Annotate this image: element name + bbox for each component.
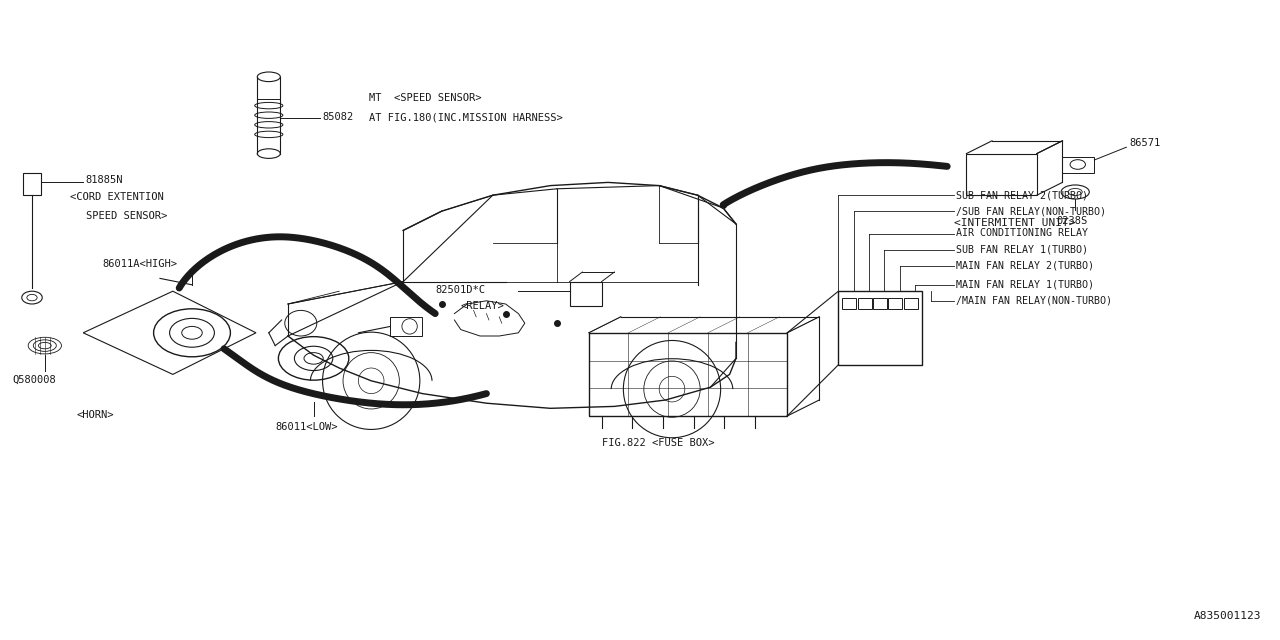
Text: 86571: 86571 [1129, 138, 1160, 148]
Text: SUB FAN RELAY 1(TURBO): SUB FAN RELAY 1(TURBO) [956, 244, 1088, 255]
Text: MAIN FAN RELAY 2(TURBO): MAIN FAN RELAY 2(TURBO) [956, 260, 1094, 271]
Text: 81885N: 81885N [86, 175, 123, 185]
Text: <INTERMITENT UNIT>: <INTERMITENT UNIT> [954, 218, 1075, 228]
Text: A835001123: A835001123 [1193, 611, 1261, 621]
Text: 86011<LOW>: 86011<LOW> [275, 422, 338, 433]
Text: FIG.822 <FUSE BOX>: FIG.822 <FUSE BOX> [602, 438, 714, 449]
Text: <CORD EXTENTION: <CORD EXTENTION [70, 192, 164, 202]
Text: 0238S: 0238S [1056, 216, 1087, 227]
Text: AT FIG.180(INC.MISSION HARNESS>: AT FIG.180(INC.MISSION HARNESS> [369, 112, 562, 122]
Text: Q580008: Q580008 [13, 374, 56, 385]
Text: 85082: 85082 [323, 112, 353, 122]
Text: MT  <SPEED SENSOR>: MT <SPEED SENSOR> [369, 93, 481, 103]
Text: AIR CONDITIONING RELAY: AIR CONDITIONING RELAY [956, 228, 1088, 239]
Text: /SUB FAN RELAY(NON-TURBO): /SUB FAN RELAY(NON-TURBO) [956, 206, 1106, 216]
Text: <HORN>: <HORN> [77, 410, 114, 420]
Text: 86011A<HIGH>: 86011A<HIGH> [102, 259, 178, 269]
Text: SUB FAN RELAY 2(TURBO): SUB FAN RELAY 2(TURBO) [956, 190, 1088, 200]
Text: /MAIN FAN RELAY(NON-TURBO): /MAIN FAN RELAY(NON-TURBO) [956, 296, 1112, 306]
Text: MAIN FAN RELAY 1(TURBO): MAIN FAN RELAY 1(TURBO) [956, 280, 1094, 290]
Text: SPEED SENSOR>: SPEED SENSOR> [86, 211, 166, 221]
Text: 82501D*C: 82501D*C [435, 285, 485, 295]
Text: <RELAY>: <RELAY> [461, 301, 504, 311]
